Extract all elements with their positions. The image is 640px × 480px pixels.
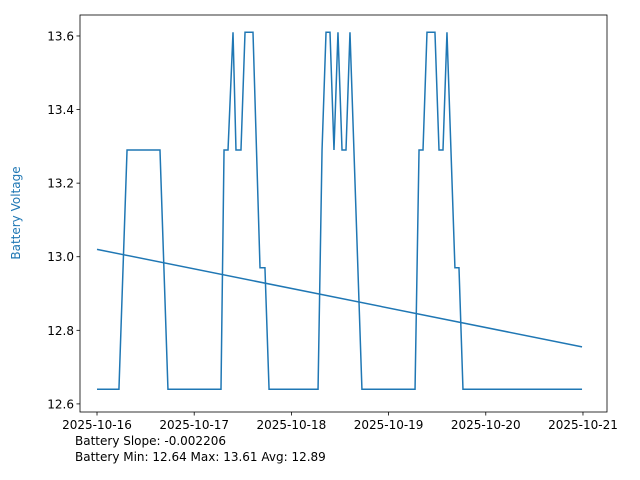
data-line <box>96 248 583 348</box>
data-line <box>97 31 583 390</box>
annotation: Battery Slope: -0.002206 <box>75 434 226 448</box>
y-axis-label: Battery Voltage <box>9 166 23 259</box>
x-tick-label: 2025-10-18 <box>257 418 327 432</box>
y-tick-label: 13.2 <box>47 177 74 191</box>
y-tick-label: 13.6 <box>47 29 74 43</box>
y-tick-label: 12.6 <box>47 397 74 411</box>
y-tick-label: 13.4 <box>47 103 74 117</box>
x-tick-label: 2025-10-16 <box>62 418 132 432</box>
x-tick-label: 2025-10-21 <box>548 418 618 432</box>
x-tick-label: 2025-10-17 <box>159 418 229 432</box>
y-tick-label: 12.8 <box>47 324 74 338</box>
x-tick-label: 2025-10-20 <box>451 418 521 432</box>
x-tick-label: 2025-10-19 <box>354 418 424 432</box>
plot-frame <box>79 14 608 413</box>
annotation: Battery Min: 12.64 Max: 13.61 Avg: 12.89 <box>75 450 326 464</box>
y-tick-label: 13.0 <box>47 250 74 264</box>
